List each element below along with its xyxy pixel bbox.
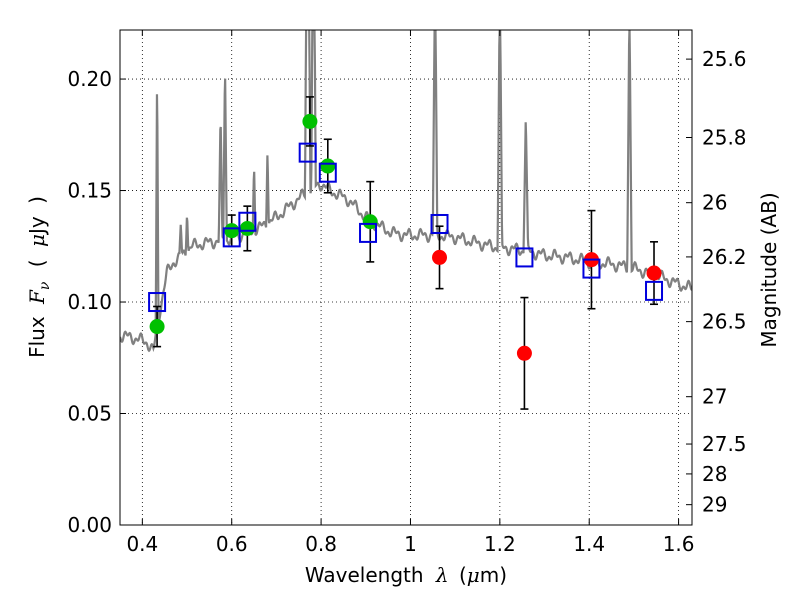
y-axis-title-prefix: Flux (25, 316, 49, 358)
right-tick-label: 25.8 (702, 125, 747, 149)
model-photometry-point (430, 213, 449, 234)
detected-point (239, 220, 255, 236)
infrared-point (646, 265, 662, 281)
model-photometry-point (238, 211, 257, 232)
x-axis-title-prefix: Wavelength (305, 563, 424, 587)
infrared-point (432, 249, 448, 265)
axis-ticks (120, 30, 692, 526)
model-photometry-point (222, 227, 241, 248)
right-tick-label: 29 (702, 493, 727, 517)
y-axis-unit-rest: Jy (25, 216, 49, 236)
model-photometry-point (298, 142, 317, 163)
data-markers (148, 113, 664, 361)
x-tick-label: 1 (404, 532, 417, 556)
tick-labels: 0.4 0.6 0.8 1 1.2 1.4 1.6 0.00 0.05 0.10 0.15 0.20 2… (67, 47, 746, 556)
detected-point (149, 319, 165, 335)
model-spectrum-line (120, 30, 692, 353)
right-tick-label: 28 (702, 462, 727, 486)
y-tick-label: 0.20 (67, 67, 112, 91)
right-axis-title: Magnitude (AB) (757, 192, 781, 347)
right-tick-label: 26 (702, 191, 727, 215)
model-photometry-point (645, 280, 664, 301)
detected-point (224, 223, 240, 239)
model-photometry-point (148, 292, 167, 313)
x-tick-label: 0.6 (216, 532, 248, 556)
y-tick-label: 0.15 (67, 179, 112, 203)
plot-frame (119, 29, 693, 526)
x-tick-label: 1.2 (484, 532, 516, 556)
y-axis-symbol-sub: ν (37, 281, 53, 290)
grid-lines (120, 30, 692, 526)
y-axis-symbol: F (25, 289, 49, 305)
right-tick-label: 25.6 (702, 47, 747, 71)
detected-point (302, 113, 318, 129)
model-spectrum (120, 30, 692, 353)
y-tick-label: 0.00 (67, 513, 112, 537)
right-tick-label: 27.5 (702, 432, 747, 456)
y-tick-label: 0.05 (67, 402, 112, 426)
x-tick-label: 1.4 (573, 532, 605, 556)
x-axis-unit-mu: μ (467, 563, 480, 587)
y-axis-title: Flux Fν ( μJy ) (25, 196, 54, 358)
model-photometry-point (582, 258, 601, 279)
x-tick-label: 1.6 (663, 532, 695, 556)
right-tick-label: 26.2 (702, 245, 747, 269)
y-tick-label: 0.10 (67, 290, 112, 314)
x-tick-label: 0.8 (305, 532, 337, 556)
x-axis-symbol: λ (435, 563, 449, 587)
y-axis-unit-open: ( (25, 259, 49, 267)
x-axis-title: Wavelength λ (μm) (305, 563, 507, 587)
model-photometry-point (318, 162, 337, 183)
detected-point (320, 158, 336, 174)
x-axis-unit-rest: m) (480, 563, 507, 587)
y-axis-unit-close: ) (25, 196, 49, 204)
right-tick-label: 26.5 (702, 310, 747, 334)
model-photometry-point (515, 247, 534, 268)
y-axis-unit-mu: μ (25, 234, 49, 247)
model-photometry-point (359, 222, 378, 243)
right-tick-label: 27 (702, 385, 727, 409)
x-axis-unit-open: ( (459, 563, 467, 587)
x-tick-label: 0.4 (126, 532, 158, 556)
infrared-point (516, 345, 532, 361)
detected-point (362, 214, 378, 230)
